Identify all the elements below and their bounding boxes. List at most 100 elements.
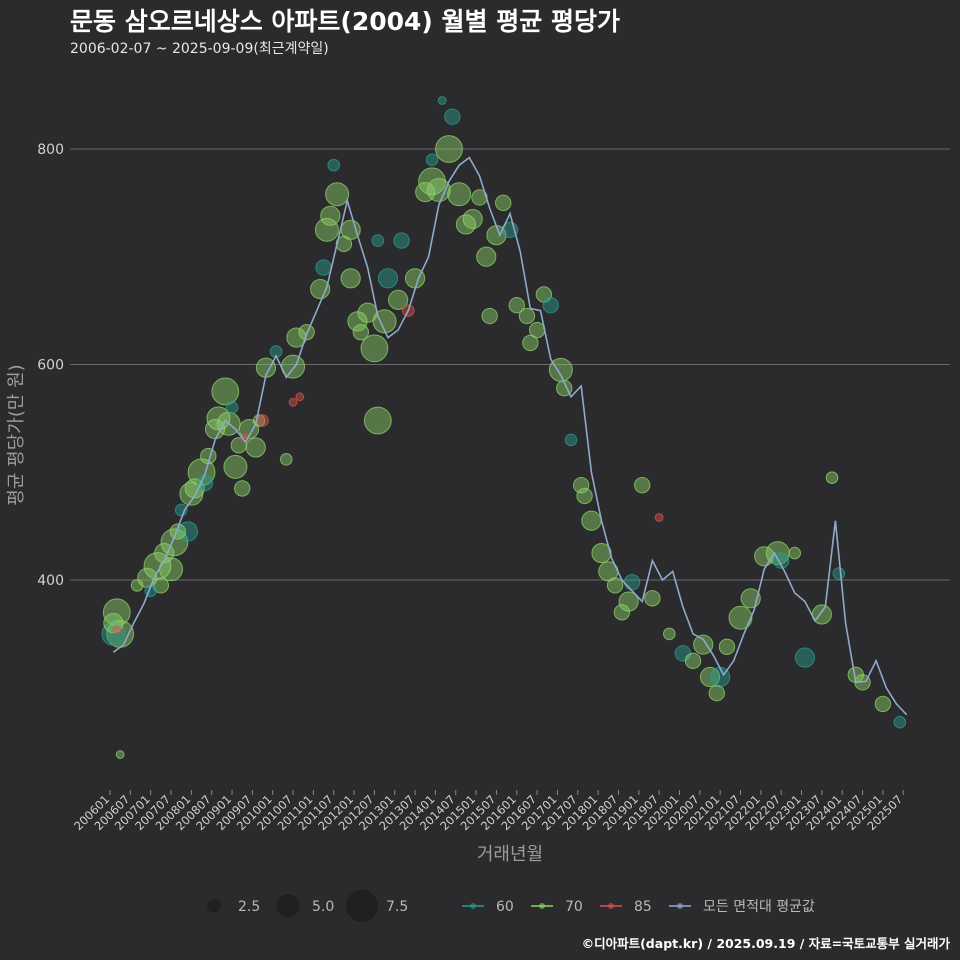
- data-point-area-70: [495, 194, 512, 212]
- data-point-area-70: [310, 278, 331, 300]
- legend-color-dot: [539, 903, 545, 909]
- legend-color-label: 60: [496, 899, 514, 915]
- data-point-area-70: [576, 487, 593, 505]
- legend-size-key: [207, 899, 221, 913]
- data-point-area-70: [360, 334, 389, 363]
- data-point-area-70: [230, 437, 248, 454]
- y-tick-label: 400: [37, 573, 64, 589]
- data-point-area-70: [693, 634, 714, 655]
- legend-color-label: 모든 면적대 평균값: [703, 899, 815, 915]
- data-point-area-60: [425, 153, 439, 167]
- data-point-area-70: [644, 590, 661, 607]
- data-point-area-70: [314, 217, 339, 242]
- data-point-area-85: [112, 625, 122, 634]
- data-point-area-60: [225, 401, 239, 414]
- data-point-area-70: [418, 167, 446, 196]
- data-point-area-60: [371, 234, 385, 247]
- data-point-area-70: [447, 182, 472, 207]
- data-point-area-70: [528, 321, 546, 339]
- data-point-area-70: [606, 577, 624, 594]
- data-point-area-70: [618, 591, 639, 612]
- data-point-area-70: [372, 309, 397, 334]
- data-point-area-70: [325, 182, 350, 207]
- data-point-area-70: [204, 419, 226, 440]
- data-point-area-70: [320, 205, 341, 226]
- data-point-area-60: [437, 96, 447, 105]
- legend-color-dot: [677, 903, 683, 909]
- data-point-area-85: [256, 414, 269, 427]
- data-point-area-70: [245, 437, 266, 458]
- data-point-area-70: [508, 297, 525, 314]
- data-point-area-85: [288, 397, 298, 407]
- legend: 2.5 5.0 7.5 60 70 85 모든 면적대 평균값: [207, 889, 815, 923]
- data-point-area-70: [340, 268, 361, 289]
- data-point-area-70: [462, 208, 483, 230]
- data-point-area-70: [169, 523, 186, 540]
- data-point-area-60: [794, 647, 816, 668]
- data-point-area-60: [315, 259, 332, 276]
- data-point-area-85: [295, 392, 305, 402]
- credit-text: ©디아파트(dapt.kr) / 2025.09.19 / 자료=국토교통부 실…: [581, 936, 950, 951]
- data-point-area-70: [522, 334, 539, 352]
- data-point-area-70: [825, 471, 839, 484]
- data-point-area-70: [718, 638, 736, 656]
- data-point-area-60: [377, 268, 399, 289]
- data-point-area-70: [518, 307, 536, 325]
- data-point-area-70: [476, 246, 497, 267]
- x-tick-labels: 2006012006072007012007072008012008072009…: [71, 790, 905, 833]
- data-points: [101, 96, 907, 759]
- data-point-area-70: [581, 510, 602, 531]
- data-point-area-70: [363, 406, 392, 435]
- data-point-area-70: [388, 289, 409, 310]
- data-point-area-70: [184, 478, 205, 499]
- data-point-area-70: [663, 627, 676, 641]
- data-point-area-70: [481, 307, 498, 325]
- data-point-area-70: [211, 377, 240, 406]
- legend-size-label: 2.5: [238, 899, 260, 915]
- data-point-area-70: [223, 454, 248, 479]
- legend-size-label: 5.0: [312, 899, 334, 915]
- data-point-area-60: [444, 108, 461, 125]
- data-point-area-70: [613, 604, 631, 621]
- y-tick-labels: 400 600 800: [37, 142, 64, 589]
- data-point-area-70: [728, 605, 753, 630]
- data-point-area-70: [298, 323, 315, 341]
- average-line-layer: [112, 156, 908, 716]
- data-point-area-60: [564, 433, 578, 447]
- data-point-area-70: [634, 476, 651, 494]
- grid-lines: [70, 148, 950, 581]
- data-point-area-60: [101, 621, 126, 646]
- data-point-area-70: [426, 177, 451, 202]
- data-point-area-70: [279, 453, 293, 466]
- average-line: [112, 156, 908, 716]
- data-point-area-70: [160, 528, 189, 557]
- data-point-area-60: [623, 573, 641, 591]
- data-point-area-60: [832, 567, 846, 580]
- data-point-area-70: [788, 546, 802, 560]
- y-tick-label: 600: [37, 358, 64, 374]
- data-point-area-70: [335, 235, 353, 253]
- data-point-area-70: [572, 476, 590, 494]
- data-point-area-70: [435, 135, 463, 163]
- data-point-area-70: [684, 652, 702, 670]
- legend-color-dot: [608, 903, 614, 909]
- legend-size-key: [345, 889, 379, 923]
- x-axis-label: 거래년월: [477, 844, 543, 865]
- data-point-area-60: [196, 474, 214, 492]
- data-point-area-60: [393, 232, 410, 249]
- data-point-area-70: [357, 302, 378, 323]
- legend-color-label: 85: [634, 899, 652, 915]
- data-point-area-70: [699, 666, 721, 688]
- data-point-area-60: [542, 297, 559, 314]
- data-point-area-70: [708, 684, 725, 702]
- data-point-area-70: [415, 182, 436, 203]
- y-axis-label: 평균 평당가(만 원): [6, 364, 27, 505]
- data-point-area-70: [130, 579, 144, 592]
- data-point-area-70: [471, 189, 488, 206]
- data-point-area-70: [591, 542, 612, 564]
- data-point-area-70: [352, 323, 370, 341]
- data-point-area-70: [234, 480, 251, 497]
- y-tick-label: 800: [37, 142, 64, 158]
- legend-size-label: 7.5: [386, 899, 408, 915]
